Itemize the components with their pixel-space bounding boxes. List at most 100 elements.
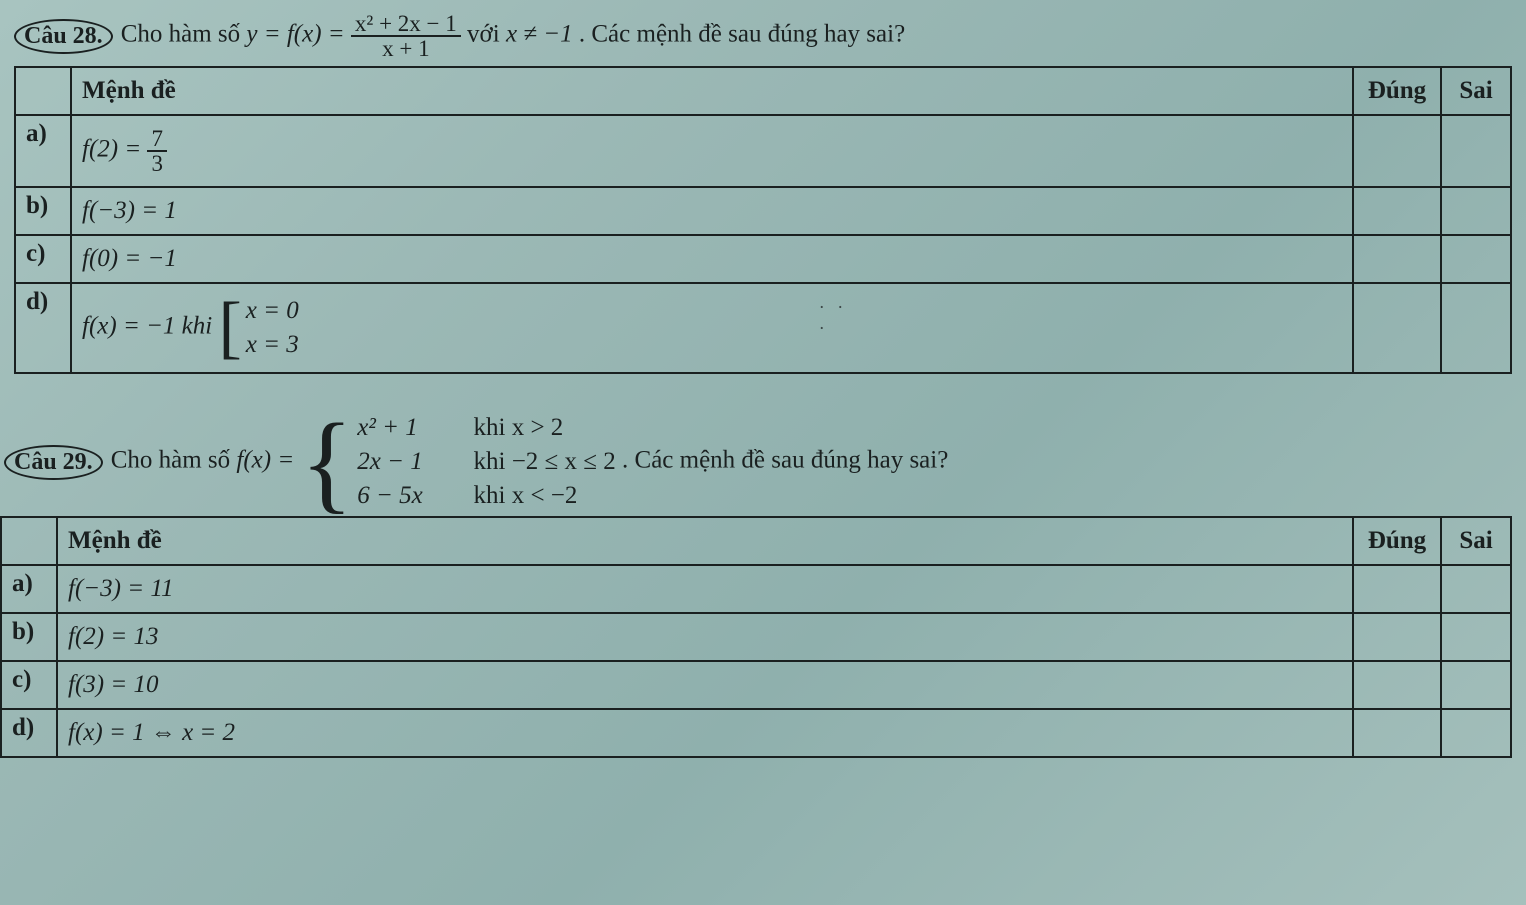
q29-cases: { x² + 1 khi x > 2 2x − 1 khi −2 ≤ x ≤ 2… [300, 414, 615, 510]
q29-col-true: Đúng [1353, 517, 1441, 565]
q28-a-pre: f(2) = [82, 136, 147, 163]
q28-d-case2-text: x = 3 [246, 331, 299, 358]
q29-b-false-cell[interactable] [1441, 613, 1511, 661]
q29-col-false: Sai [1441, 517, 1511, 565]
q28-d-false-cell[interactable] [1441, 283, 1511, 373]
q29-d-key: d) [1, 709, 57, 757]
q29-case1-expr: x² + 1 [357, 414, 467, 442]
q28-post: . Các mệnh đề sau đúng hay sai? [579, 21, 905, 48]
q28-func-lhs: y = f(x) = [246, 21, 351, 48]
q28-b-text: f(−3) = 1 [82, 197, 177, 224]
q29-table: Mệnh đề Đúng Sai a) f(−3) = 11 b) f(2) =… [0, 516, 1512, 758]
q28-pre: Cho hàm số [121, 21, 247, 48]
q29-c-stmt: f(3) = 10 [57, 661, 1353, 709]
q29-block: Câu 29. Cho hàm số f(x) = { x² + 1 khi x… [14, 414, 1512, 758]
dots-icon: · ·· [819, 297, 848, 339]
q29-case3-cond: khi x < −2 [474, 482, 578, 509]
q28-row-b: b) f(−3) = 1 [15, 187, 1511, 235]
q28-d-case2: x = 3 [246, 331, 299, 359]
q29-func-lhs: f(x) = [236, 447, 300, 474]
q28-c-false-cell[interactable] [1441, 235, 1511, 283]
q28-col-false: Sai [1441, 67, 1511, 115]
page: Câu 28. Cho hàm số y = f(x) = x² + 2x − … [0, 0, 1526, 758]
q29-a-stmt: f(−3) = 11 [57, 565, 1353, 613]
q28-c-true-cell[interactable] [1353, 235, 1441, 283]
q28-a-false-cell[interactable] [1441, 115, 1511, 187]
q28-a-frac: 7 3 [147, 127, 167, 175]
q28-d-key: d) [15, 283, 71, 373]
q29-col-stmt: Mệnh đề [57, 517, 1353, 565]
q28-table: Mệnh đề Đúng Sai a) f(2) = 7 3 b) [14, 66, 1512, 374]
q29-case1-cond: khi x > 2 [474, 414, 564, 441]
q29-a-text: f(−3) = 11 [68, 575, 173, 602]
q28-d-case1: x = 0 [246, 297, 299, 325]
q28-mid: với [467, 21, 506, 48]
q28-head-row: Mệnh đề Đúng Sai [15, 67, 1511, 115]
q29-pre: Cho hàm số [111, 447, 237, 474]
q28-a-frac-den: 3 [147, 152, 167, 175]
q29-c-text: f(3) = 10 [68, 671, 158, 698]
q28-col-true: Đúng [1353, 67, 1441, 115]
q29-a-true-cell[interactable] [1353, 565, 1441, 613]
q28-row-d: d) f(x) = −1 khi [ x = 0 x = 3 · ·· [15, 283, 1511, 373]
q29-col-key-blank [1, 517, 57, 565]
q28-c-key: c) [15, 235, 71, 283]
q29-d-text: f(x) = 1 ⇔ x = 2 [68, 719, 235, 746]
q28-d-cases: [ x = 0 x = 3 [218, 297, 298, 359]
q29-row-c: c) f(3) = 10 [1, 661, 1511, 709]
q29-label: Câu 29. [4, 445, 103, 480]
q28-a-stmt: f(2) = 7 3 [71, 115, 1353, 187]
q28-frac-num: x² + 2x − 1 [351, 12, 461, 37]
q29-b-text: f(2) = 13 [68, 623, 158, 650]
q28-fraction: x² + 2x − 1 x + 1 [351, 12, 461, 60]
q28-b-stmt: f(−3) = 1 [71, 187, 1353, 235]
q29-d-true-cell[interactable] [1353, 709, 1441, 757]
q28-b-key: b) [15, 187, 71, 235]
q28-a-true-cell[interactable] [1353, 115, 1441, 187]
q28-d-case-rows: x = 0 x = 3 [246, 297, 299, 359]
q28-prompt: Cho hàm số y = f(x) = x² + 2x − 1 x + 1 … [121, 12, 905, 60]
q28-row-a: a) f(2) = 7 3 [15, 115, 1511, 187]
q29-c-true-cell[interactable] [1353, 661, 1441, 709]
q29-b-true-cell[interactable] [1353, 613, 1441, 661]
bracket-icon: [ [218, 300, 241, 356]
q29-case2-expr: 2x − 1 [357, 448, 467, 476]
q28-c-text: f(0) = −1 [82, 245, 177, 272]
q28-d-true-cell[interactable] [1353, 283, 1441, 373]
q29-row-d: d) f(x) = 1 ⇔ x = 2 [1, 709, 1511, 757]
q29-a-key: a) [1, 565, 57, 613]
q28-frac-den: x + 1 [351, 37, 461, 60]
brace-icon: { [300, 418, 353, 506]
q29-row-b: b) f(2) = 13 [1, 613, 1511, 661]
q28-col-key-blank [15, 67, 71, 115]
q28-col-stmt: Mệnh đề [71, 67, 1353, 115]
q28-header: Câu 28. Cho hàm số y = f(x) = x² + 2x − … [14, 12, 1512, 60]
q29-c-key: c) [1, 661, 57, 709]
q29-b-key: b) [1, 613, 57, 661]
q28-row-c: c) f(0) = −1 [15, 235, 1511, 283]
q29-d-false-cell[interactable] [1441, 709, 1511, 757]
q28-b-true-cell[interactable] [1353, 187, 1441, 235]
q29-row-a: a) f(−3) = 11 [1, 565, 1511, 613]
q28-d-pre: f(x) = −1 khi [82, 313, 218, 340]
q28-a-key: a) [15, 115, 71, 187]
q28-b-false-cell[interactable] [1441, 187, 1511, 235]
q28-cond: x ≠ −1 [506, 21, 573, 48]
q29-c-false-cell[interactable] [1441, 661, 1511, 709]
q29-prompt: Cho hàm số f(x) = { x² + 1 khi x > 2 2x … [111, 414, 949, 510]
q29-a-false-cell[interactable] [1441, 565, 1511, 613]
q29-head-row: Mệnh đề Đúng Sai [1, 517, 1511, 565]
q28-a-frac-num: 7 [147, 127, 167, 152]
q29-case2: 2x − 1 khi −2 ≤ x ≤ 2 [357, 448, 616, 476]
q29-post: . Các mệnh đề sau đúng hay sai? [622, 447, 948, 474]
q29-b-stmt: f(2) = 13 [57, 613, 1353, 661]
q29-case1: x² + 1 khi x > 2 [357, 414, 616, 442]
q29-case3-expr: 6 − 5x [357, 482, 467, 510]
q29-case3: 6 − 5x khi x < −2 [357, 482, 616, 510]
q28-label: Câu 28. [14, 19, 113, 54]
q28-d-stmt: f(x) = −1 khi [ x = 0 x = 3 · ·· [71, 283, 1353, 373]
q28-c-stmt: f(0) = −1 [71, 235, 1353, 283]
q29-header: Câu 29. Cho hàm số f(x) = { x² + 1 khi x… [4, 414, 1512, 510]
q29-case2-cond: khi −2 ≤ x ≤ 2 [474, 448, 616, 475]
q29-d-stmt: f(x) = 1 ⇔ x = 2 [57, 709, 1353, 757]
